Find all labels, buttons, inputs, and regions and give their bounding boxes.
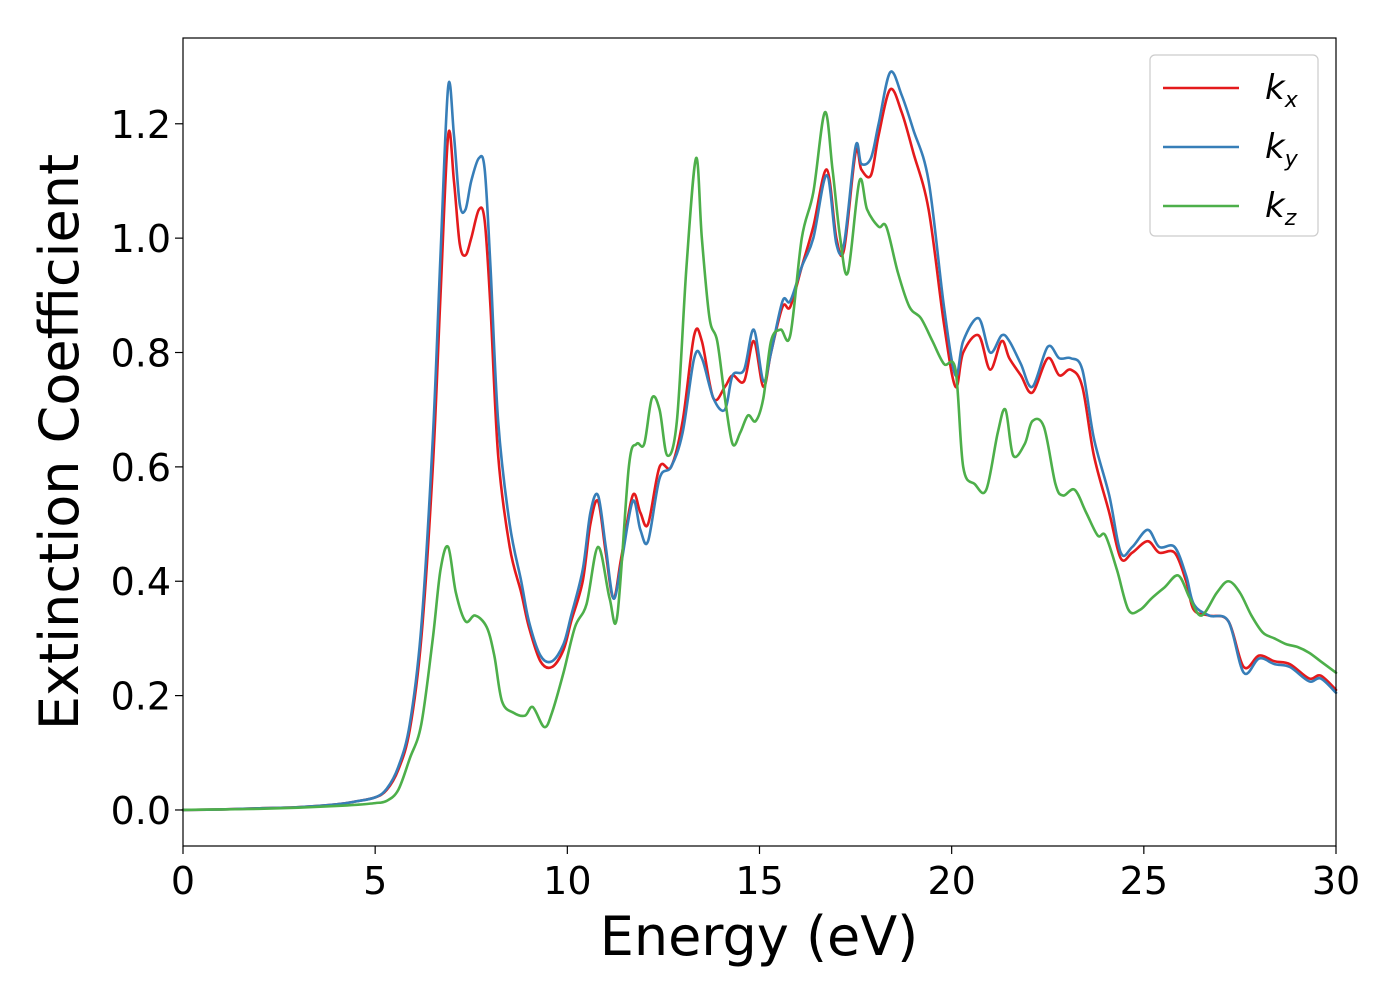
y-tick-label: 0.4 — [111, 560, 171, 604]
x-tick-label: 25 — [1120, 859, 1168, 903]
series-line-z — [181, 111, 1338, 812]
y-tick-label: 1.2 — [111, 103, 171, 147]
x-tick-label: 5 — [363, 859, 387, 903]
legend-entry-subscript: x — [1284, 88, 1299, 113]
y-tick-label: 1.0 — [111, 217, 171, 261]
series-line-x — [181, 87, 1338, 812]
x-tick-label: 0 — [171, 859, 195, 903]
y-axis-label: Extinction Coefficient — [28, 154, 91, 730]
y-axis-ticks: 0.0 0.2 0.4 0.6 0.8 1.0 1.2 — [111, 103, 183, 833]
y-tick-label: 0.2 — [111, 675, 171, 719]
legend-entry-subscript: y — [1284, 147, 1299, 172]
x-tick-label: 30 — [1312, 859, 1360, 903]
x-axis-label: Energy (eV) — [600, 905, 919, 968]
plot-background — [183, 38, 1336, 846]
series-line-y — [181, 70, 1338, 812]
x-tick-label: 15 — [735, 859, 783, 903]
x-tick-label: 10 — [543, 859, 591, 903]
series-lines — [181, 70, 1338, 812]
y-tick-label: 0.0 — [111, 789, 171, 833]
y-tick-label: 0.6 — [111, 446, 171, 490]
x-tick-label: 20 — [927, 859, 975, 903]
legend-entry-subscript: z — [1284, 206, 1297, 231]
legend-box — [1149, 54, 1319, 237]
y-tick-label: 0.8 — [111, 332, 171, 376]
x-axis-ticks: 0 5 10 15 20 25 30 — [171, 846, 1360, 903]
